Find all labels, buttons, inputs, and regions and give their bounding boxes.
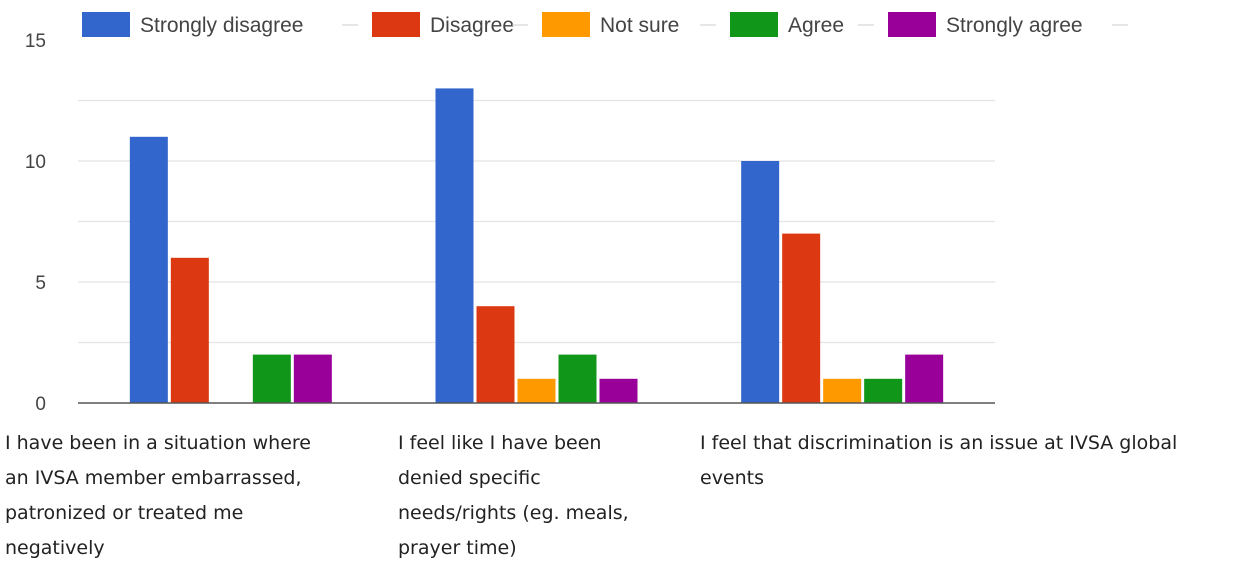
y-tick-label: 5 (35, 273, 46, 294)
category-label-1-line-4: negatively (5, 537, 105, 559)
bar (741, 161, 780, 403)
bar (864, 378, 903, 403)
bar (170, 257, 209, 403)
bar (782, 233, 821, 403)
bar (823, 378, 862, 403)
legend: Strongly disagree Disagree Not sure Agree St… (82, 12, 1128, 37)
bars (129, 88, 944, 404)
legend-swatch (730, 12, 778, 37)
legend-label: Strongly agree (946, 14, 1083, 37)
category-label-1-line-1: I have been in a situation where (5, 432, 311, 454)
legend-label: Agree (788, 14, 844, 37)
category-label-2-line-4: prayer time) (398, 537, 517, 559)
bar (435, 88, 474, 404)
legend-swatch (82, 12, 130, 37)
bar-chart: 0 5 10 15 Strongly disagree Disagree Not sure… (25, 12, 1128, 415)
y-tick-label: 15 (25, 31, 46, 52)
category-label-3: I feel that discrimination is an issue a… (700, 426, 1240, 496)
bar (476, 306, 515, 403)
legend-label: Not sure (600, 14, 679, 37)
category-label-2: I feel like I have been denied specific … (398, 426, 688, 566)
bar (558, 354, 597, 403)
legend-swatch (372, 12, 420, 37)
legend-label: Disagree (430, 14, 514, 37)
bar (293, 354, 332, 403)
y-tick-label: 10 (25, 152, 46, 173)
legend-swatch (542, 12, 590, 37)
category-label-2-line-1: I feel like I have been (398, 432, 602, 454)
bar (129, 136, 168, 404)
bar (599, 378, 638, 403)
category-label-1-line-3: patronized or treated me (5, 502, 244, 524)
grid-lines (78, 99, 995, 344)
bar (252, 354, 291, 403)
category-label-2-line-2: denied specific (398, 467, 541, 489)
category-label-3-line-1: I feel that discrimination is an issue a… (700, 432, 1178, 454)
bar (905, 354, 944, 403)
legend-swatch (888, 12, 936, 37)
category-label-3-line-2: events (700, 467, 765, 489)
category-label-2-line-3: needs/rights (eg. meals, (398, 502, 629, 524)
bar (517, 378, 556, 403)
y-tick-label: 0 (35, 394, 46, 415)
legend-label: Strongly disagree (140, 14, 303, 37)
y-axis-tick-labels: 0 5 10 15 (25, 31, 46, 415)
category-label-1: I have been in a situation where an IVSA… (5, 426, 385, 566)
category-label-1-line-2: an IVSA member embarrassed, (5, 467, 302, 489)
